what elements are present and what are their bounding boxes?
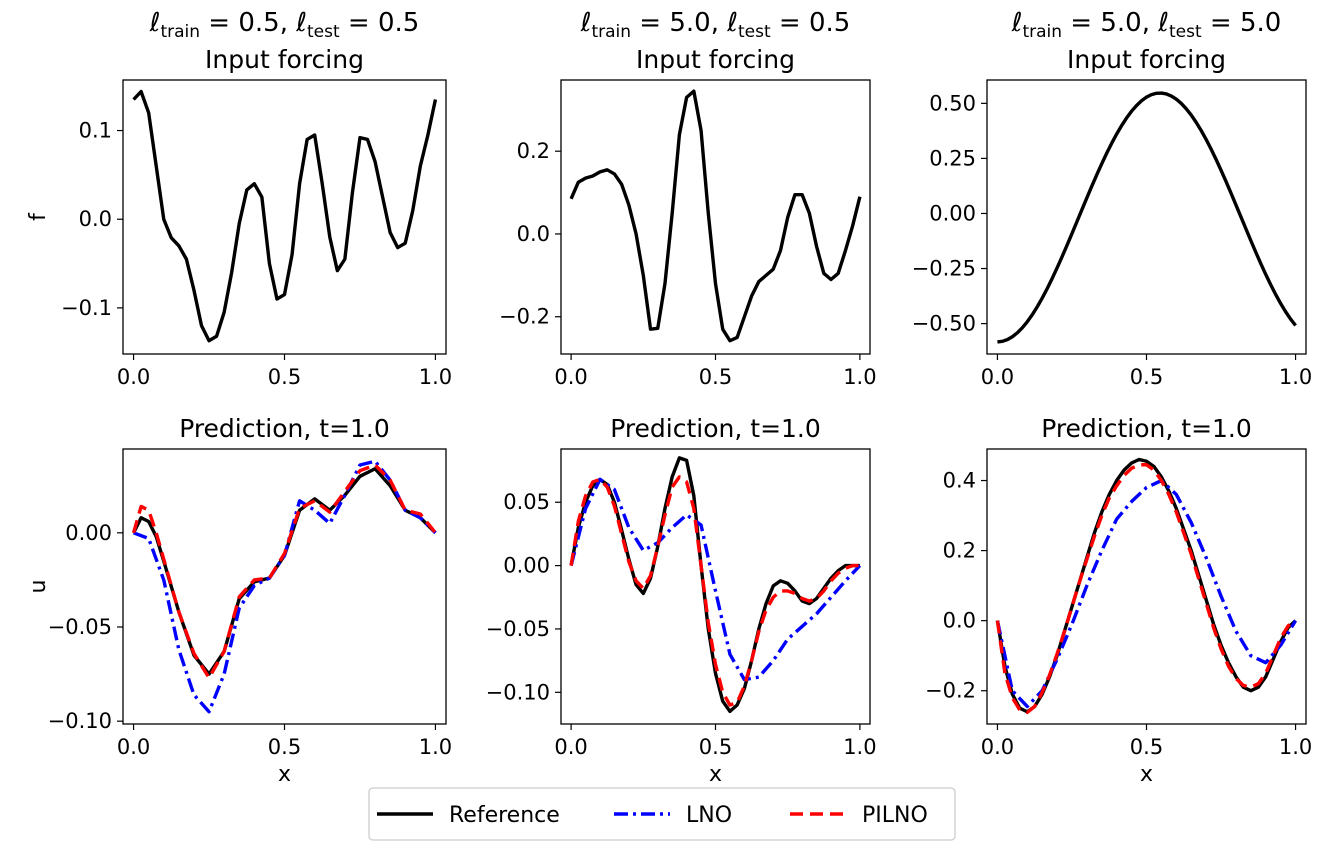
y-tick-label: −0.10 — [486, 680, 550, 704]
column-header: ℓtrain = 0.5, ℓtest = 0.5 — [149, 8, 420, 42]
x-tick-label: 1.0 — [1279, 365, 1312, 389]
series-lno-line — [995, 478, 1298, 709]
subplot-title: Prediction, t=1.0 — [1041, 414, 1252, 443]
subplot-title: Input forcing — [1067, 45, 1226, 74]
y-tick-label: −0.50 — [912, 312, 976, 336]
series-reference-line — [995, 457, 1297, 714]
header-subscript: test — [1169, 22, 1202, 42]
series-reference-line — [997, 91, 1297, 344]
y-tick-label: 0.2 — [943, 539, 976, 563]
header-subscript: train — [591, 22, 631, 42]
header-subscript: test — [307, 22, 340, 42]
x-tick-label: 0.0 — [117, 735, 150, 759]
header-middle: = 0.5, ℓ — [200, 8, 307, 38]
column-header: ℓtrain = 5.0, ℓtest = 0.5 — [580, 8, 851, 42]
y-tick-label: 0.1 — [79, 119, 112, 143]
y-axis-label: f — [26, 212, 51, 221]
header-ell: ℓ — [149, 8, 161, 38]
header-ell: ℓ — [1011, 8, 1023, 38]
series-pilno-line — [131, 463, 437, 680]
legend-label-pilno: PILNO — [862, 803, 928, 828]
subplot-2: 0.0 0.5 1.0 0.2 0.0 −0.2 Input forcing ℓtrain =… — [499, 8, 877, 389]
subplot-1: 0.0 0.5 1.0 0.1 0.0 −0.1 Input forcing ℓtrain =… — [26, 8, 452, 389]
y-tick-label: 0.05 — [503, 490, 550, 514]
x-tick-label: 0.5 — [699, 735, 732, 759]
series-reference-line — [132, 89, 438, 343]
x-tick-label: 1.0 — [1279, 735, 1312, 759]
header-ell: ℓ — [580, 8, 592, 38]
subplot-title: Input forcing — [636, 45, 795, 74]
subplot-4: 0.0 0.5 1.0 0.00 −0.05 −0.10 Prediction, t=1.0… — [26, 414, 452, 787]
x-tick-label: 1.0 — [419, 365, 452, 389]
x-tick-label: 0.5 — [699, 365, 732, 389]
y-tick-label: −0.05 — [486, 617, 550, 641]
header-middle: = 5.0, ℓ — [1062, 8, 1169, 38]
series-lno-line — [569, 477, 862, 682]
y-tick-label: −0.10 — [48, 709, 112, 733]
y-tick-label: 0.0 — [517, 222, 550, 246]
subplot-title: Prediction, t=1.0 — [179, 414, 390, 443]
x-tick-label: 0.0 — [554, 365, 587, 389]
series-pilno-line — [569, 475, 860, 707]
y-tick-label: −0.05 — [48, 615, 112, 639]
y-tick-label: −0.1 — [61, 296, 112, 320]
legend-label-reference: Reference — [449, 803, 560, 828]
y-tick-label: 0.2 — [517, 139, 550, 163]
header-end: = 0.5 — [340, 8, 420, 38]
x-tick-label: 0.0 — [117, 365, 150, 389]
y-tick-label: 0.0 — [79, 207, 112, 231]
series-reference-line — [569, 89, 862, 343]
y-tick-label: 0.00 — [65, 521, 112, 545]
header-subscript: train — [160, 22, 200, 42]
y-tick-label: 0.00 — [503, 554, 550, 578]
x-tick-label: 1.0 — [843, 365, 876, 389]
x-tick-label: 0.0 — [981, 735, 1014, 759]
plot-frame — [560, 79, 871, 355]
series-lno-line — [132, 459, 437, 714]
y-tick-label: 0.25 — [929, 146, 976, 170]
column-header: ℓtrain = 5.0, ℓtest = 5.0 — [1011, 8, 1282, 42]
x-tick-label: 0.5 — [1130, 365, 1163, 389]
subplot-6: 0.0 0.5 1.0 0.4 0.2 0.0 −0.2 Prediction, t=1.0 x — [925, 414, 1312, 787]
x-tick-label: 0.5 — [268, 735, 301, 759]
x-axis-label: x — [709, 762, 722, 787]
y-tick-label: 0.50 — [929, 91, 976, 115]
subplot-title: Prediction, t=1.0 — [610, 414, 821, 443]
x-tick-label: 1.0 — [419, 735, 452, 759]
x-tick-label: 0.0 — [981, 365, 1014, 389]
header-subscript: test — [738, 22, 771, 42]
series-pilno-line — [995, 463, 1297, 715]
y-tick-label: −0.25 — [912, 257, 976, 281]
y-axis-label: u — [26, 580, 51, 594]
x-tick-label: 0.5 — [1130, 735, 1163, 759]
y-tick-label: 0.0 — [943, 609, 976, 633]
header-end: = 5.0 — [1202, 8, 1282, 38]
series-reference-line — [132, 467, 437, 676]
header-subscript: train — [1022, 22, 1062, 42]
y-tick-label: 0.00 — [929, 201, 976, 225]
y-tick-label: −0.2 — [925, 679, 976, 703]
legend: Reference LNO PILNO — [368, 787, 956, 841]
subplot-5: 0.0 0.5 1.0 0.05 0.00 −0.05 −0.10 Prediction, t… — [486, 414, 877, 787]
series-reference-line — [569, 456, 860, 714]
y-tick-label: −0.2 — [499, 305, 550, 329]
header-middle: = 5.0, ℓ — [631, 8, 738, 38]
x-tick-label: 0.5 — [268, 365, 301, 389]
plot-frame — [122, 79, 447, 355]
x-tick-label: 0.0 — [554, 735, 587, 759]
x-tick-label: 1.0 — [843, 735, 876, 759]
header-end: = 0.5 — [771, 8, 851, 38]
subplot-3: 0.0 0.5 1.0 0.50 0.25 0.00 −0.25 −0.50 Input for… — [912, 8, 1313, 389]
y-tick-label: 0.4 — [943, 469, 976, 493]
x-axis-label: x — [1140, 762, 1153, 787]
subplot-title: Input forcing — [205, 45, 364, 74]
legend-label-lno: LNO — [686, 803, 732, 828]
x-axis-label: x — [278, 762, 291, 787]
